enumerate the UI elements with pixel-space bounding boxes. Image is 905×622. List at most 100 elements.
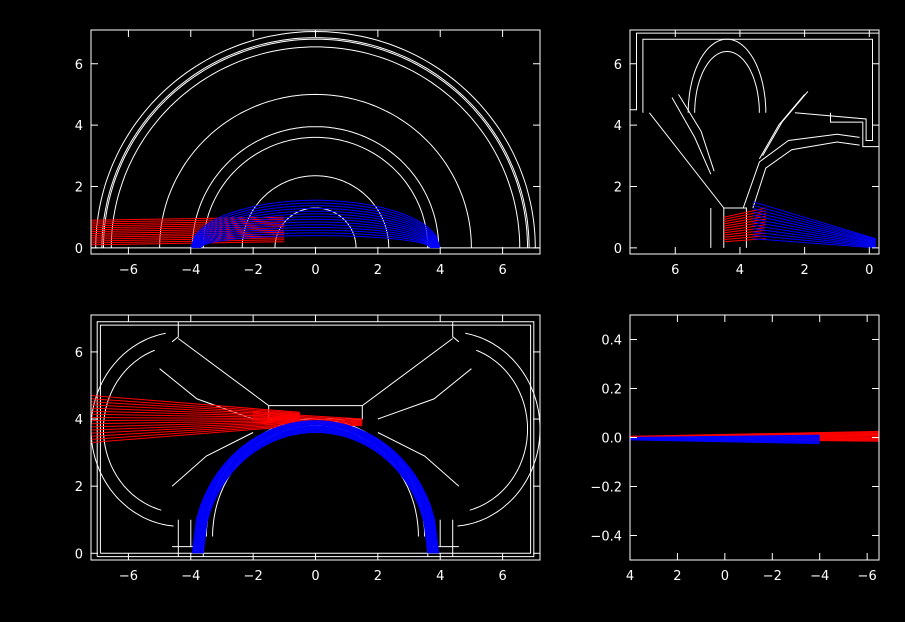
ray-blue — [192, 421, 439, 554]
ray-red — [91, 226, 285, 231]
geometry-line — [171, 321, 179, 343]
geometry-line — [178, 338, 453, 407]
ray-blue — [198, 427, 433, 554]
geometry-arc — [159, 93, 472, 248]
geometry-line — [752, 141, 860, 209]
geometry-line — [742, 133, 860, 209]
y-tick-label: 6 — [75, 346, 83, 361]
x-tick-label: −2 — [763, 569, 782, 584]
ray-blue — [200, 429, 431, 554]
geometry-line — [99, 324, 532, 554]
geometry-line — [377, 432, 460, 487]
y-tick-label: −0.2 — [590, 481, 622, 496]
geometry-arc — [103, 38, 528, 248]
ray-blue — [198, 229, 433, 249]
x-tick-label: 0 — [865, 263, 873, 278]
ray-blue — [752, 208, 876, 241]
ray-red — [630, 430, 879, 437]
ray-blue — [193, 210, 438, 249]
x-tick-label: −4 — [181, 569, 200, 584]
ray-blue — [201, 430, 430, 554]
geometry-line — [630, 32, 879, 148]
geometry-line — [642, 38, 873, 141]
panel-4: 4 2 0 −2 −4 −6 −0.4 −0.2 0.0 0.2 0.4 — [590, 314, 880, 584]
geometry-arc — [110, 46, 521, 248]
ray-blue — [190, 199, 441, 249]
x-tick-label: 0 — [311, 263, 319, 278]
ray-blue — [752, 204, 876, 240]
geometry-line — [377, 368, 472, 420]
ray-red — [91, 241, 285, 246]
ray-blue — [199, 232, 432, 249]
x-tick-label: −4 — [181, 263, 200, 278]
ray-red — [723, 232, 766, 238]
ray-blue — [752, 214, 876, 243]
x-tick-label: 0 — [721, 569, 729, 584]
ray-blue — [196, 224, 435, 249]
x-tick-label: 0 — [311, 569, 319, 584]
x-tick-label: −6 — [119, 569, 138, 584]
ray-red — [723, 235, 766, 240]
geometry-arc — [694, 51, 760, 113]
x-tick-label: 6 — [498, 263, 506, 278]
axes-frame — [629, 29, 880, 255]
ray-red — [91, 233, 285, 238]
y-tick-label: 0 — [614, 242, 622, 257]
ray-red — [91, 425, 300, 443]
ray-blue — [752, 231, 876, 247]
geometry-line — [452, 321, 460, 343]
ray-blue — [752, 228, 876, 246]
y-tick-label: 0.0 — [601, 432, 622, 447]
ray-red — [723, 210, 766, 220]
y-tick-label: 2 — [75, 180, 83, 195]
plot-area — [91, 321, 540, 558]
ray-blue — [191, 205, 440, 249]
x-tick-label: 4 — [436, 569, 444, 584]
x-tick-label: −6 — [858, 569, 877, 584]
geometry-line — [96, 321, 535, 558]
ray-blue — [196, 221, 435, 249]
ray-blue — [191, 202, 440, 249]
ray-red — [253, 414, 363, 422]
ray-blue — [193, 213, 438, 249]
ray-red — [723, 213, 766, 223]
ray-blue — [192, 207, 439, 249]
x-tick-label: 4 — [626, 569, 634, 584]
y-tick-label: 4 — [75, 119, 83, 134]
y-tick-label: 0.4 — [601, 334, 622, 349]
geometry-line — [678, 94, 715, 172]
ray-blue — [199, 428, 432, 554]
y-tick-label: 4 — [614, 119, 622, 134]
ray-blue — [194, 216, 437, 249]
ray-red — [91, 239, 285, 244]
panel-3: −6 −4 −2 0 2 4 6 0 2 4 6 — [75, 314, 541, 584]
ray-blue — [193, 421, 438, 554]
ray-red — [91, 423, 300, 437]
geometry-line — [762, 91, 809, 157]
ray-blue — [191, 420, 440, 554]
ray-blue — [630, 434, 820, 438]
ray-red — [91, 228, 285, 233]
ray-red — [91, 401, 300, 415]
x-tick-label: 2 — [374, 263, 382, 278]
x-tick-label: −4 — [810, 569, 829, 584]
y-tick-label: 6 — [614, 58, 622, 73]
y-tick-label: 0.2 — [601, 383, 622, 398]
y-tick-label: −0.4 — [590, 530, 622, 545]
ray-blue — [196, 425, 435, 554]
plot-area — [630, 32, 879, 249]
ray-red — [91, 395, 300, 413]
ray-blue — [197, 426, 434, 554]
ray-red — [723, 215, 766, 225]
ray-red — [91, 224, 285, 229]
ray-blue — [201, 431, 430, 554]
ray-red — [253, 416, 363, 423]
ray-blue — [752, 224, 876, 245]
geometry-arc — [202, 136, 429, 248]
y-tick-label: 0 — [75, 547, 83, 562]
ray-blue — [202, 432, 429, 554]
x-tick-label: 2 — [374, 569, 382, 584]
x-tick-label: −2 — [244, 569, 263, 584]
ray-blue — [195, 218, 436, 249]
